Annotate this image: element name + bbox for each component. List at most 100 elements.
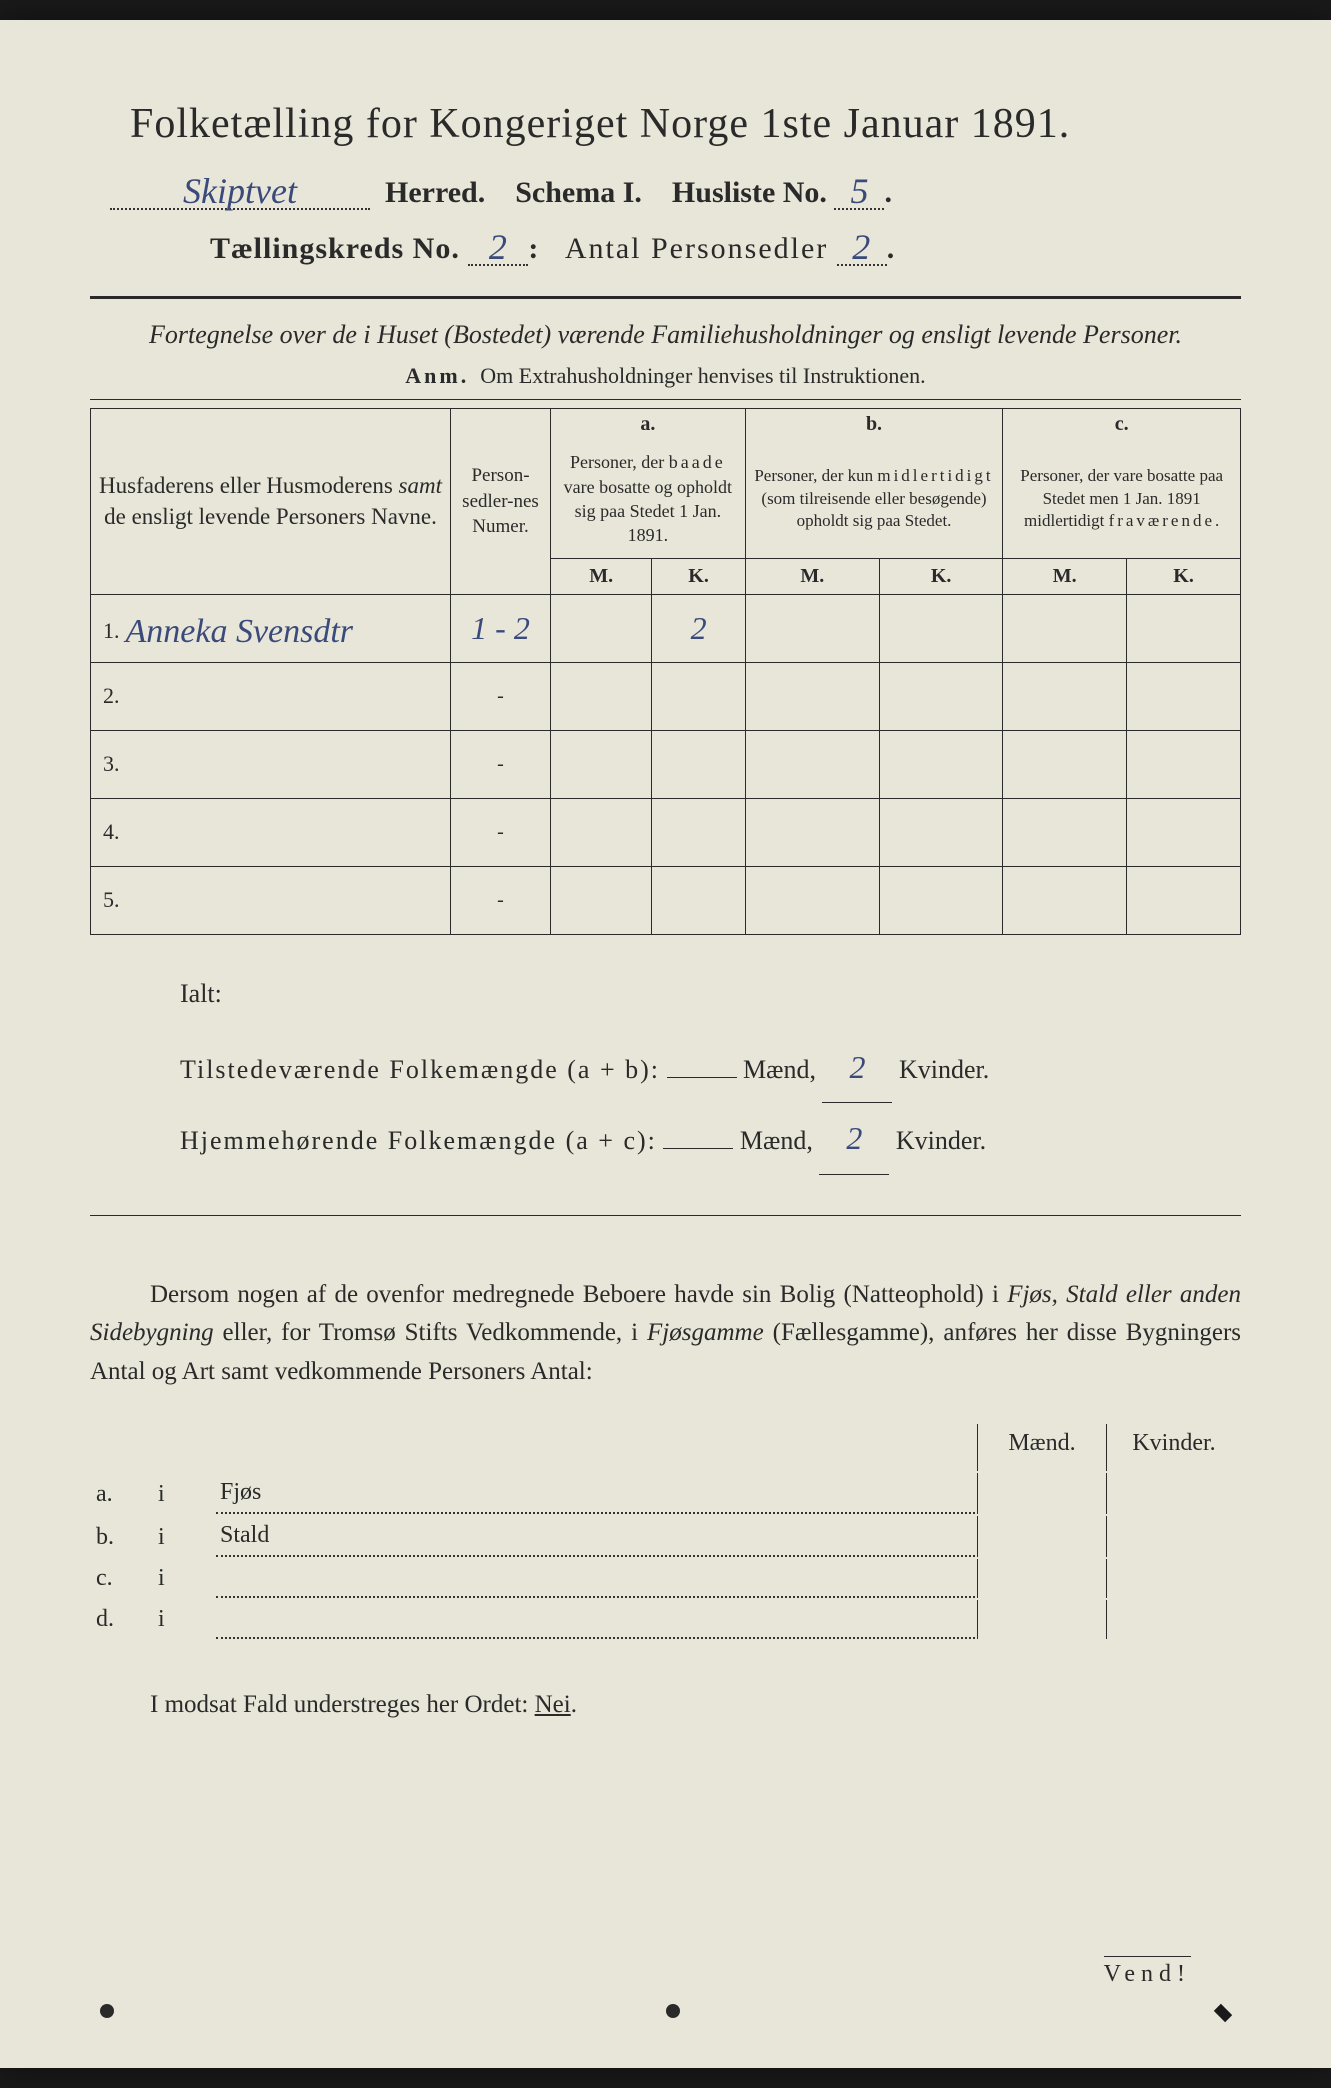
row-c-k [1127, 662, 1241, 730]
lower-m-val [977, 1516, 1107, 1557]
row-a-k [652, 730, 745, 798]
anm-text: Om Extrahusholdninger henvises til Instr… [480, 363, 925, 388]
husliste-value: 5 [850, 171, 868, 211]
col-c-m: M. [1003, 558, 1127, 594]
col-b-m: M. [745, 558, 879, 594]
row-c-k [1127, 798, 1241, 866]
totals-line-2: Hjemmehørende Folkemængde (a + c): Mænd,… [180, 1103, 1241, 1174]
row-c-k [1127, 730, 1241, 798]
page-title: Folketælling for Kongeriget Norge 1ste J… [90, 100, 1241, 148]
col-a-label: a. [551, 409, 746, 441]
header-row-1: Skiptvet Herred. Schema I. Husliste No. … [90, 166, 1241, 210]
antal-value: 2 [852, 227, 871, 267]
census-form-page: Folketælling for Kongeriget Norge 1ste J… [0, 20, 1331, 2068]
lower-k-val [1109, 1516, 1239, 1557]
row-a-k [652, 662, 745, 730]
row-b-m [745, 594, 879, 662]
row-c-m [1003, 662, 1127, 730]
col-name: Husfaderens eller Husmoderens samt de en… [91, 409, 451, 594]
row-name-cell: 3. [91, 730, 451, 798]
row-a-m [551, 662, 652, 730]
lower-i: i [154, 1473, 214, 1514]
vend-label: Vend! [1104, 1956, 1191, 1988]
table-row: 2. - [91, 662, 1241, 730]
row-c-m [1003, 594, 1127, 662]
col-c-label: c. [1003, 409, 1241, 441]
row-name-cell: 4. [91, 798, 451, 866]
col-b-label: b. [745, 409, 1003, 441]
col-c-k: K. [1127, 558, 1241, 594]
lower-letter: a. [92, 1473, 152, 1514]
schema-label: Schema I. [515, 176, 642, 209]
row-c-m [1003, 798, 1127, 866]
kreds-label: Tællingskreds No. [210, 232, 460, 265]
row-a-m [551, 594, 652, 662]
row-a-k: 2 [652, 594, 745, 662]
table-row: 5. - [91, 866, 1241, 934]
herred-value: Skiptvet [183, 171, 297, 211]
row-pnum: - [451, 798, 551, 866]
husliste-label: Husliste No. [672, 176, 827, 209]
lower-m-val [977, 1600, 1107, 1639]
census-table: Husfaderens eller Husmoderens samt de en… [90, 408, 1241, 934]
punch-hole-icon [666, 2004, 680, 2018]
row-c-m [1003, 730, 1127, 798]
row-name-cell: 5. [91, 866, 451, 934]
totals-block: Ialt: Tilstedeværende Folkemængde (a + b… [90, 965, 1241, 1175]
row-pnum: - [451, 730, 551, 798]
lower-letter: b. [92, 1516, 152, 1557]
row-c-m [1003, 866, 1127, 934]
col-personnum: Person-sedler-nes Numer. [451, 409, 551, 594]
lower-m-val [977, 1559, 1107, 1598]
row-b-m [745, 730, 879, 798]
lower-i: i [154, 1559, 214, 1598]
lower-kvinder: Kvinder. [1109, 1424, 1239, 1471]
row-b-k [879, 594, 1002, 662]
row-pnum: - [451, 866, 551, 934]
row-b-m [745, 662, 879, 730]
table-row: 1. Anneka Svensdtr1 - 2 2 [91, 594, 1241, 662]
lower-i: i [154, 1516, 214, 1557]
annotation-line: Anm. Om Extrahusholdninger henvises til … [90, 363, 1241, 389]
row-a-k [652, 798, 745, 866]
punch-hole-icon [100, 2004, 114, 2018]
row-a-m [551, 866, 652, 934]
lower-i: i [154, 1600, 214, 1639]
subtitle: Fortegnelse over de i Huset (Bostedet) v… [90, 317, 1241, 353]
nei-word: Nei [535, 1691, 571, 1718]
row-b-m [745, 798, 879, 866]
lower-letter: d. [92, 1600, 152, 1639]
row-a-k [652, 866, 745, 934]
building-row: b.iStald [92, 1516, 1239, 1557]
lower-letter: c. [92, 1559, 152, 1598]
col-b-k: K. [879, 558, 1002, 594]
col-a-text: Personer, der baade vare bosatte og opho… [551, 440, 746, 558]
building-row: a.iFjøs [92, 1473, 1239, 1514]
lower-k-val [1109, 1600, 1239, 1639]
lower-m-val [977, 1473, 1107, 1514]
anm-label: Anm. [405, 363, 469, 388]
row-b-k [879, 798, 1002, 866]
lower-type: Stald [216, 1516, 975, 1557]
col-b-text: Personer, der kun midlertidigt (som tilr… [745, 440, 1003, 558]
totals-line-1: Tilstedeværende Folkemængde (a + b): Mæn… [180, 1032, 1241, 1103]
antal-label: Antal Personsedler [565, 232, 828, 265]
lower-maend: Mænd. [977, 1424, 1107, 1471]
table-row: 4. - [91, 798, 1241, 866]
building-table: Mænd. Kvinder. a.iFjøs b.iStald c.id.i [90, 1422, 1241, 1641]
divider [90, 399, 1241, 400]
building-row: c.i [92, 1559, 1239, 1598]
instruction-paragraph: Dersom nogen af de ovenfor medregnede Be… [90, 1276, 1241, 1392]
header-row-2: Tællingskreds No. 2: Antal Personsedler … [90, 222, 1241, 266]
row-pnum: 1 - 2 [451, 594, 551, 662]
divider [90, 296, 1241, 299]
punch-hole-icon [1214, 2004, 1232, 2022]
row-pnum: - [451, 662, 551, 730]
kreds-value: 2 [489, 227, 508, 267]
lower-type [216, 1600, 975, 1639]
col-c-text: Personer, der vare bosatte paa Stedet me… [1003, 440, 1241, 558]
table-row: 3. - [91, 730, 1241, 798]
row-b-k [879, 730, 1002, 798]
lower-type [216, 1559, 975, 1598]
row-name-cell: 1. Anneka Svensdtr [91, 594, 451, 662]
